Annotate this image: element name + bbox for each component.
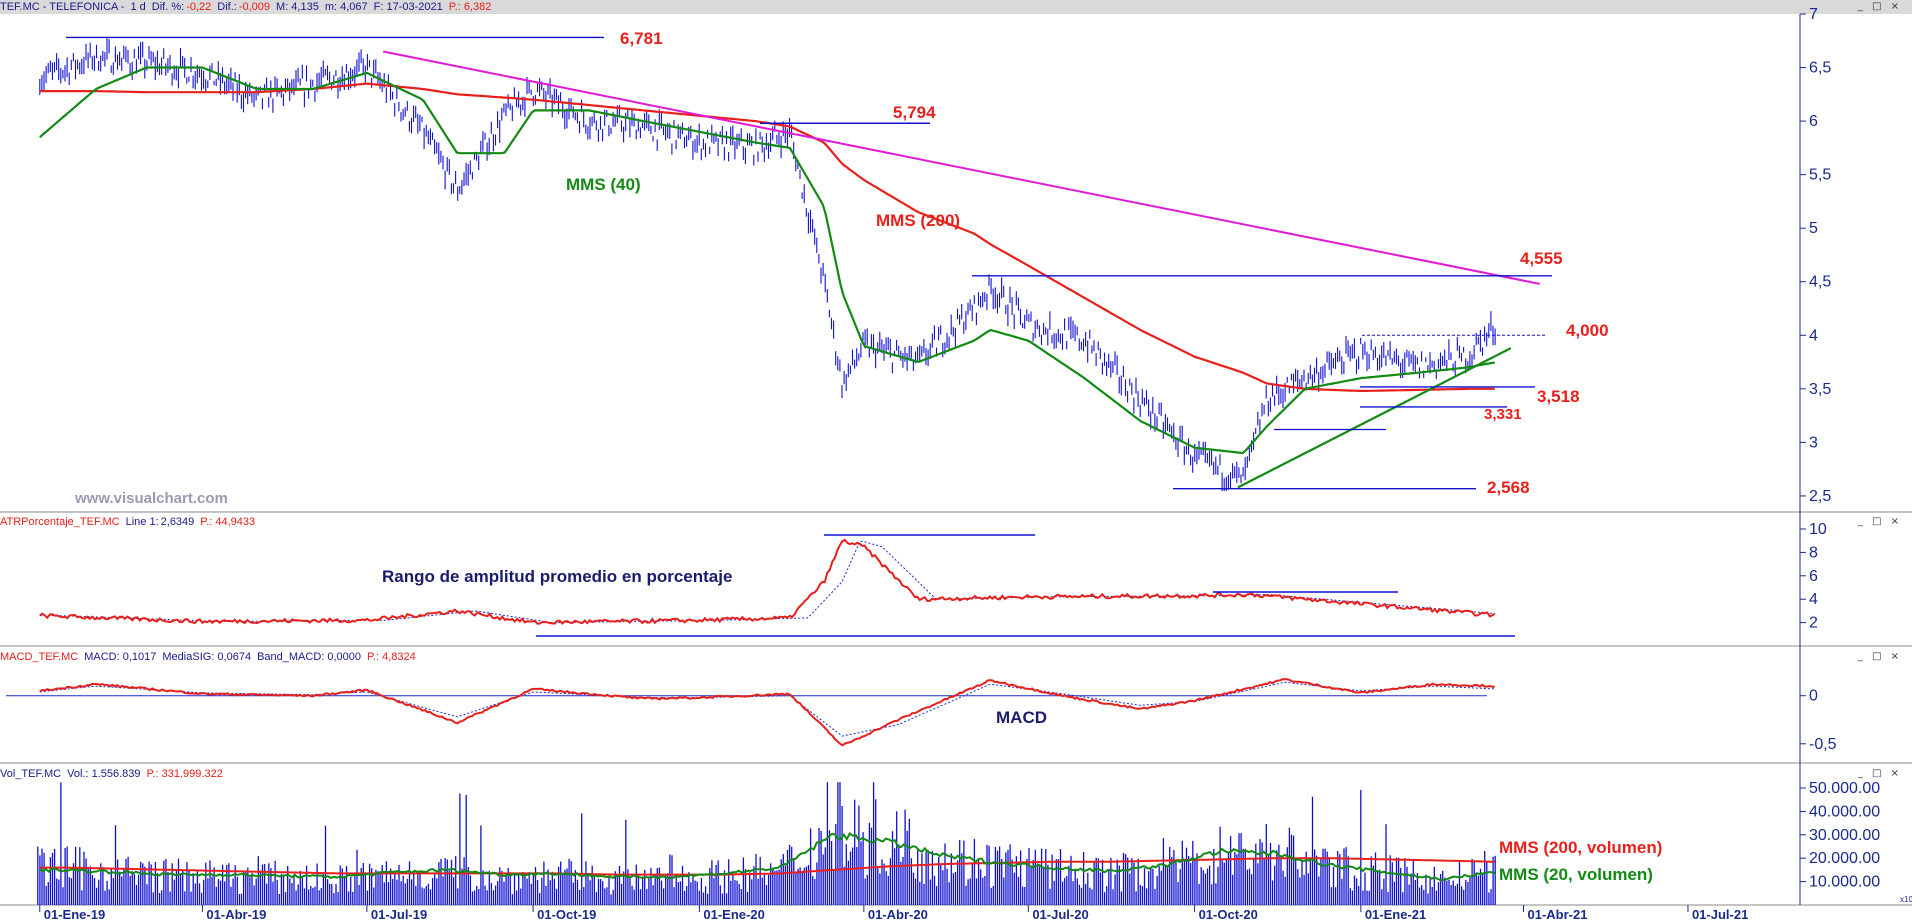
- atr-y-tick-label: 4: [1809, 591, 1818, 608]
- macd-window-controls[interactable]: _ □ ×: [1857, 651, 1902, 662]
- price-y-tick-label: 4,5: [1809, 274, 1831, 291]
- price-y-tick-label: 3,5: [1809, 381, 1831, 398]
- vol-y-tick-label: 30.000.00: [1809, 827, 1880, 844]
- x-tick-label: 01-Jul-19: [371, 907, 427, 922]
- symbol-label: TEF.MC - TELEFONICA -: [0, 1, 125, 13]
- volume-plot: [37, 782, 1496, 905]
- macd-y-tick-label: -0,5: [1809, 736, 1837, 753]
- volume-panel-header: Vol_TEF.MC Vol.: 1.556.839 P.: 331.999.322…: [0, 767, 1912, 781]
- atr-y-tick-label: 8: [1809, 544, 1818, 561]
- volume-scale-tag: x10: [1900, 895, 1912, 904]
- mms200-label: MMS (200): [876, 211, 960, 230]
- vol-p-value: P.: 331.999.322: [146, 768, 223, 780]
- resistance-trendline: [382, 50, 1540, 285]
- atr-panel-header: ATRPorcentaje_TEF.MC Line 1: 2,6349 P.: 44,…: [0, 515, 1912, 529]
- x-tick-label: 01-Ene-21: [1365, 907, 1426, 922]
- x-tick-label: 01-Oct-20: [1199, 907, 1258, 922]
- dif-pct-label: Dif. %:: [151, 1, 185, 13]
- price-y-tick-label: 3: [1809, 434, 1818, 451]
- atr-p-value: P.: 44,9433: [200, 516, 256, 528]
- vol-mms20-label: MMS (20, volumen): [1499, 865, 1653, 884]
- price-bars: [39, 38, 1496, 492]
- vol-sma20-line: [39, 832, 1495, 882]
- price-y-tick-label: 6: [1809, 113, 1818, 130]
- x-tick-label: 01-Ene-19: [44, 907, 105, 922]
- atr-line-label: Line 1:: [125, 516, 159, 528]
- price-plot: [39, 36, 1552, 492]
- dif-pct-value: -0,22: [186, 1, 212, 13]
- macd-annotation: MACD: [996, 708, 1047, 727]
- price-panel-header: TEF.MC - TELEFONICA - 1 d Dif. %: -0,22 Dif.…: [0, 0, 1912, 14]
- last-value: P.: 6,382: [448, 1, 492, 13]
- level-2568-label: 2,568: [1487, 478, 1530, 497]
- level-6781-label: 6,781: [620, 29, 663, 48]
- price-y-tick-label: 5: [1809, 220, 1818, 237]
- date-value: F: 17-03-2021: [373, 1, 443, 13]
- vol-y-tick-label: 50.000.00: [1809, 780, 1880, 797]
- x-tick-label: 01-Ene-20: [703, 907, 764, 922]
- macd-signal-line: [39, 681, 1495, 737]
- vol-mms200-label: MMS (200, volumen): [1499, 838, 1662, 857]
- volume-bars: [37, 782, 1496, 905]
- macd-value: MACD: 0,1017: [84, 651, 157, 663]
- vol-sma200-line: [39, 857, 1495, 876]
- atr-line-value: 2,6349: [160, 516, 195, 528]
- x-tick-label: 01-Jul-20: [1032, 907, 1088, 922]
- macd-line: [39, 678, 1495, 747]
- sma40-line: [39, 66, 1495, 455]
- x-tick-label: 01-Abr-19: [206, 907, 266, 922]
- watermark: www.visualchart.com: [74, 490, 228, 507]
- vol-y-tick-label: 40.000.00: [1809, 803, 1880, 820]
- price-y-tick-label: 4: [1809, 327, 1818, 344]
- atr-annotation: Rango de amplitud promedio en porcentaje: [382, 567, 732, 586]
- x-tick-label: 01-Abr-20: [868, 907, 928, 922]
- atr-signal-line: [39, 540, 1495, 624]
- period-label: 1 d: [130, 1, 146, 13]
- atr-plot: [39, 534, 1515, 637]
- vol-value: Vol.: 1.556.839: [67, 768, 141, 780]
- window-controls[interactable]: _ □ ×: [1857, 1, 1902, 12]
- mms40-label: MMS (40): [566, 175, 641, 194]
- level-3518-label: 3,518: [1537, 387, 1580, 406]
- x-tick-label: 01-Oct-19: [537, 907, 596, 922]
- price-y-tick-label: 2,5: [1809, 488, 1831, 505]
- low-value: m: 4,067: [324, 1, 368, 13]
- price-y-tick-label: 6,5: [1809, 60, 1831, 77]
- vol-y-tick-label: 10.000.00: [1809, 874, 1880, 891]
- vol-y-tick-label: 20.000.00: [1809, 850, 1880, 867]
- level-5794-label: 5,794: [893, 103, 936, 122]
- macd-sig-value: MediaSIG: 0,0674: [162, 651, 252, 663]
- atr-line: [39, 538, 1496, 625]
- level-4555-label: 4,555: [1520, 249, 1563, 268]
- x-tick-label: 01-Abr-21: [1527, 907, 1587, 922]
- level-4000-label: 4,000: [1566, 321, 1609, 340]
- macd-panel-header: MACD_TEF.MC MACD: 0,1017 MediaSIG: 0,0674 B…: [0, 650, 1912, 664]
- macd-y-tick-label: 0: [1809, 688, 1818, 705]
- support-trendline: [1237, 347, 1512, 489]
- x-tick-label: 01-Jul-21: [1692, 907, 1748, 922]
- high-value: M: 4,135: [276, 1, 319, 13]
- dif-value: -0,009: [238, 1, 271, 13]
- level-3331-label: 3,331: [1484, 406, 1522, 423]
- macd-p-value: P.: 4,8324: [367, 651, 416, 663]
- sma200-line: [39, 82, 1495, 392]
- atr-name: ATRPorcentaje_TEF.MC: [0, 516, 120, 528]
- dif-label: Dif.:: [217, 1, 237, 13]
- macd-band-value: Band_MACD: 0,0000: [257, 651, 362, 663]
- volume-window-controls[interactable]: _ □ ×: [1857, 768, 1902, 779]
- macd-name: MACD_TEF.MC: [0, 651, 79, 663]
- atr-window-controls[interactable]: _ □ ×: [1857, 516, 1902, 527]
- atr-y-tick-label: 6: [1809, 568, 1818, 585]
- atr-y-tick-label: 2: [1809, 615, 1818, 632]
- macd-plot: [6, 678, 1495, 747]
- price-y-tick-label: 5,5: [1809, 167, 1831, 184]
- vol-name: Vol_TEF.MC: [0, 768, 62, 780]
